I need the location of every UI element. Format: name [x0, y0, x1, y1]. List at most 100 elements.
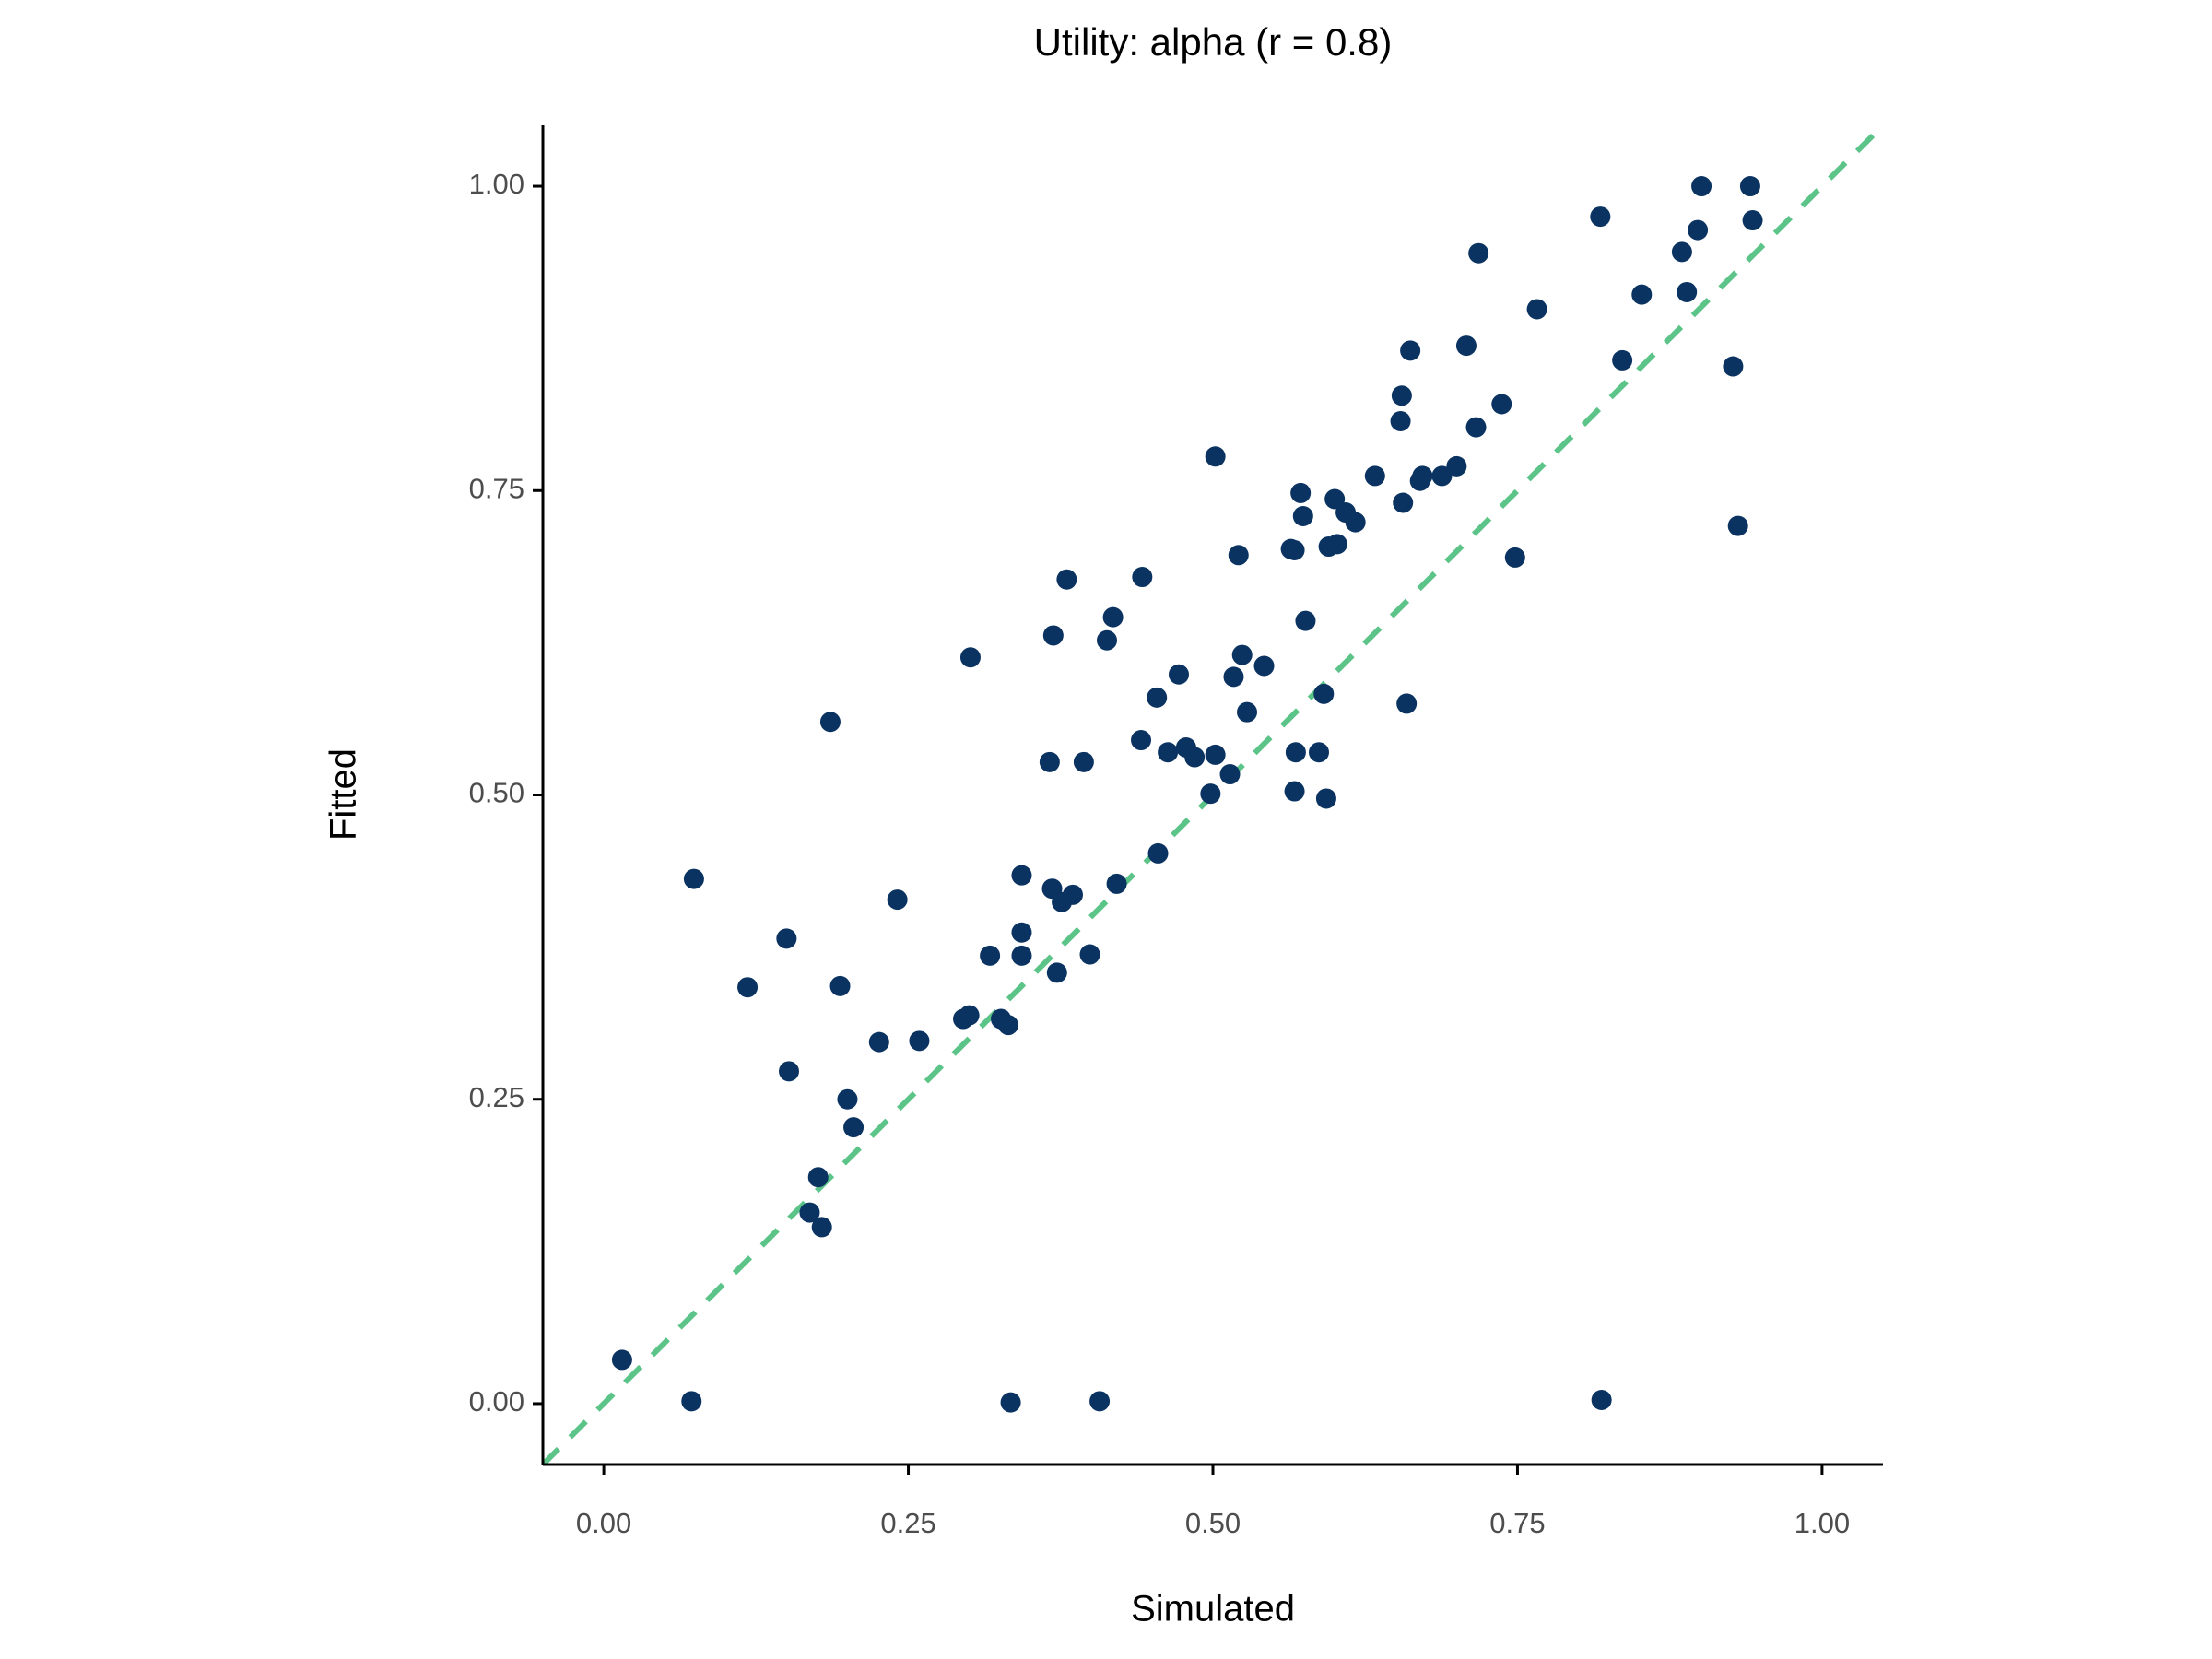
point [1742, 210, 1763, 231]
point [807, 1167, 829, 1188]
point [611, 1349, 632, 1371]
y-tick-label: 0.75 [469, 472, 524, 504]
point [1205, 744, 1226, 765]
point [1688, 219, 1709, 241]
point [1089, 1391, 1111, 1412]
point [1079, 944, 1100, 965]
point [868, 1031, 889, 1053]
point [1231, 644, 1253, 665]
point [1326, 534, 1347, 555]
point [737, 977, 759, 998]
point [1324, 488, 1346, 510]
point [1011, 865, 1032, 886]
point [1345, 512, 1366, 533]
point [1504, 547, 1525, 568]
point [1677, 281, 1698, 302]
point [1295, 610, 1316, 631]
point [959, 1005, 980, 1026]
point [1308, 742, 1329, 763]
point [1396, 693, 1418, 714]
point [1158, 742, 1179, 763]
y-tick-label: 0.25 [469, 1081, 524, 1113]
point [681, 1391, 702, 1412]
point [1739, 176, 1760, 197]
point [1431, 465, 1453, 487]
x-tick-label: 0.75 [1489, 1507, 1545, 1539]
point [959, 647, 981, 668]
point [843, 1117, 865, 1138]
point [1315, 788, 1336, 809]
point [1412, 465, 1433, 487]
point [1465, 417, 1487, 438]
point [1253, 655, 1275, 677]
point [997, 1015, 1018, 1036]
point [1223, 666, 1244, 688]
y-axis-title: Fitted [324, 748, 364, 841]
point [779, 1061, 800, 1082]
point [1290, 482, 1312, 503]
point [1590, 206, 1611, 228]
y-tick-label: 1.00 [469, 168, 524, 200]
x-tick-label: 0.00 [576, 1507, 631, 1539]
point [1468, 242, 1489, 264]
point [1073, 751, 1094, 772]
point [819, 712, 841, 733]
point [1446, 455, 1467, 477]
point [1106, 873, 1127, 894]
point [1011, 945, 1032, 966]
point [1102, 606, 1124, 628]
point [1691, 176, 1712, 197]
point [1237, 701, 1258, 723]
point [887, 889, 908, 911]
point [1205, 446, 1226, 467]
point [683, 868, 704, 889]
point [1011, 922, 1032, 943]
point [1364, 465, 1385, 487]
point [1591, 1389, 1612, 1410]
point [1723, 356, 1744, 377]
point [1046, 962, 1067, 983]
point [776, 928, 797, 949]
point [1393, 492, 1414, 513]
point [1062, 884, 1083, 905]
point [1131, 730, 1152, 751]
chart-title: Utility: alpha (r = 0.8) [1034, 20, 1393, 64]
point [1000, 1392, 1021, 1413]
point [1292, 506, 1313, 527]
point [1491, 394, 1512, 415]
y-tick-label: 0.00 [469, 1385, 524, 1418]
point [909, 1030, 930, 1052]
point [1727, 515, 1748, 536]
point [1039, 751, 1060, 772]
point [1200, 783, 1221, 805]
point [811, 1217, 832, 1238]
point [1168, 664, 1189, 685]
point [1042, 625, 1064, 646]
point [1219, 764, 1241, 785]
point [1228, 545, 1249, 566]
point [980, 945, 1001, 966]
point [1631, 284, 1653, 305]
point [1313, 683, 1335, 704]
point [837, 1088, 858, 1110]
point [1097, 629, 1118, 651]
x-tick-label: 1.00 [1794, 1507, 1850, 1539]
x-tick-label: 0.50 [1185, 1507, 1241, 1539]
x-axis-title: Simulated [1131, 1589, 1295, 1630]
point [1184, 747, 1206, 768]
point [1526, 299, 1547, 320]
point [1390, 410, 1411, 431]
point [1612, 349, 1633, 371]
point [830, 975, 851, 996]
point [1056, 569, 1077, 590]
point [1400, 340, 1421, 361]
point [1391, 385, 1412, 406]
point [1285, 742, 1306, 763]
point [1132, 567, 1153, 588]
y-tick-label: 0.50 [469, 777, 524, 809]
point [1284, 781, 1305, 802]
point [1671, 241, 1692, 263]
point [799, 1202, 820, 1223]
point [1147, 687, 1168, 708]
